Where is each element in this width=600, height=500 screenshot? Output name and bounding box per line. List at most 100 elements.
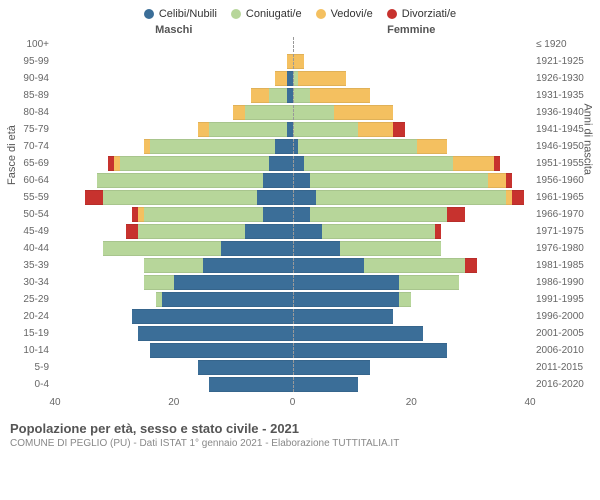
birth-year-label: 1961-1965	[530, 192, 590, 203]
bar-container	[55, 343, 530, 358]
bar-segment	[293, 343, 447, 358]
bar-segment	[275, 139, 293, 154]
bar-segment	[506, 173, 512, 188]
female-header: Femmine	[293, 24, 531, 36]
bar-segment	[293, 309, 394, 324]
female-bar	[293, 377, 531, 392]
birth-year-label: 1986-1990	[530, 277, 590, 288]
bar-container	[55, 122, 530, 137]
bar-segment	[85, 190, 103, 205]
bar-segment	[293, 88, 311, 103]
bar-segment	[144, 275, 174, 290]
bar-container	[55, 292, 530, 307]
bar-segment	[150, 343, 293, 358]
legend-label: Vedovi/e	[331, 8, 373, 20]
bar-segment	[293, 207, 311, 222]
x-tick: 20	[168, 397, 179, 408]
female-bar	[293, 275, 531, 290]
age-label: 95-99	[10, 56, 55, 67]
pyramid-row: 5-92011-2015	[10, 359, 590, 376]
bar-segment	[198, 360, 293, 375]
bar-segment	[293, 122, 358, 137]
age-label: 25-29	[10, 294, 55, 305]
bar-segment	[97, 173, 263, 188]
bar-segment	[150, 139, 275, 154]
bar-container	[55, 156, 530, 171]
age-label: 55-59	[10, 192, 55, 203]
bar-segment	[162, 292, 293, 307]
bar-segment	[293, 326, 424, 341]
male-bar	[55, 224, 293, 239]
bar-container	[55, 275, 530, 290]
bar-segment	[399, 292, 411, 307]
bar-segment	[293, 156, 305, 171]
female-bar	[293, 54, 531, 69]
female-bar	[293, 105, 531, 120]
male-bar	[55, 122, 293, 137]
pyramid-row: 15-192001-2005	[10, 325, 590, 342]
age-label: 0-4	[10, 379, 55, 390]
pyramid-row: 35-391981-1985	[10, 257, 590, 274]
pyramid-row: 20-241996-2000	[10, 308, 590, 325]
male-bar	[55, 37, 293, 52]
bar-segment	[245, 105, 293, 120]
bar-segment	[263, 173, 293, 188]
age-label: 90-94	[10, 73, 55, 84]
male-bar	[55, 139, 293, 154]
pyramid-row: 10-142006-2010	[10, 342, 590, 359]
bar-container	[55, 258, 530, 273]
female-bar	[293, 173, 531, 188]
male-bar	[55, 241, 293, 256]
bar-segment	[293, 292, 400, 307]
female-bar	[293, 360, 531, 375]
bar-segment	[494, 156, 500, 171]
bar-segment	[263, 207, 293, 222]
female-bar	[293, 343, 531, 358]
bar-container	[55, 88, 530, 103]
age-label: 50-54	[10, 209, 55, 220]
male-bar	[55, 360, 293, 375]
legend-swatch	[144, 9, 154, 19]
bar-segment	[417, 139, 447, 154]
male-header: Maschi	[55, 24, 293, 36]
male-bar	[55, 71, 293, 86]
pyramid-row: 45-491971-1975	[10, 223, 590, 240]
female-bar	[293, 88, 531, 103]
birth-year-label: 2016-2020	[530, 379, 590, 390]
birth-year-label: 1991-1995	[530, 294, 590, 305]
female-bar	[293, 122, 531, 137]
bar-segment	[174, 275, 293, 290]
bar-segment	[144, 258, 203, 273]
bar-segment	[126, 224, 138, 239]
bar-segment	[293, 377, 358, 392]
male-bar	[55, 309, 293, 324]
legend-label: Divorziati/e	[402, 8, 456, 20]
bar-segment	[316, 190, 506, 205]
birth-year-label: 1976-1980	[530, 243, 590, 254]
pyramid-row: 55-59 1961-1965	[10, 189, 590, 206]
age-label: 30-34	[10, 277, 55, 288]
bar-segment	[512, 190, 524, 205]
pyramid-row: 25-29 1991-1995	[10, 291, 590, 308]
x-tick: 0	[290, 397, 296, 408]
age-label: 85-89	[10, 90, 55, 101]
bar-segment	[293, 241, 341, 256]
pyramid-row: 80-841936-1940	[10, 104, 590, 121]
female-bar	[293, 156, 531, 171]
female-bar	[293, 37, 531, 52]
bar-container	[55, 173, 530, 188]
age-label: 45-49	[10, 226, 55, 237]
male-bar	[55, 54, 293, 69]
bar-container	[55, 105, 530, 120]
age-label: 10-14	[10, 345, 55, 356]
pyramid-row: 90-941926-1930	[10, 70, 590, 87]
birth-year-label: 1921-1925	[530, 56, 590, 67]
bar-segment	[275, 71, 287, 86]
bar-container	[55, 71, 530, 86]
bar-container	[55, 54, 530, 69]
bar-container	[55, 190, 530, 205]
legend-swatch	[316, 9, 326, 19]
bar-segment	[293, 360, 370, 375]
bar-segment	[209, 122, 286, 137]
bar-segment	[293, 105, 335, 120]
